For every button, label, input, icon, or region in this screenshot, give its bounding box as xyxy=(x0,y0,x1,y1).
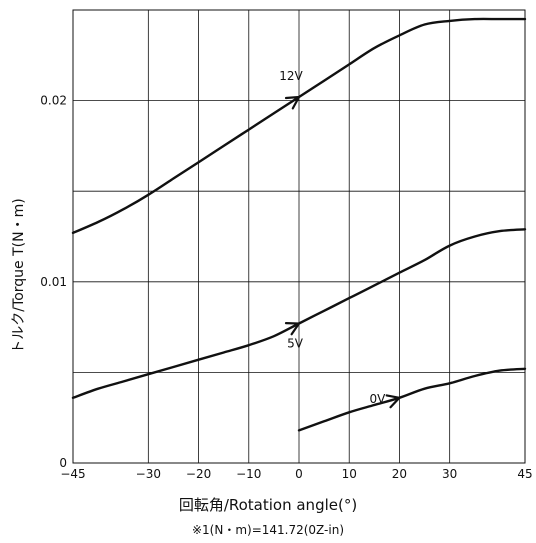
x-tick-label: 30 xyxy=(442,467,457,481)
x-axis-label: 回転角/Rotation angle(°) xyxy=(178,496,358,514)
x-tick-label: −45 xyxy=(60,467,85,481)
x-tick-label: 0 xyxy=(295,467,303,481)
tick-labels: −45 −30 −20 −10 0 10 20 30 45 0 0.01 0.02 xyxy=(40,94,532,481)
direction-arrow-0V xyxy=(385,394,402,409)
x-tick-label: −30 xyxy=(136,467,161,481)
y-tick-label: 0 xyxy=(59,456,67,470)
x-tick-label: 10 xyxy=(342,467,357,481)
x-tick-label: −10 xyxy=(236,467,261,481)
plot-frame xyxy=(72,9,526,464)
x-tick-label: 20 xyxy=(392,467,407,481)
series-line-0V xyxy=(297,367,527,432)
direction-arrow-5V xyxy=(284,322,302,336)
series-label-5V: 5V xyxy=(287,336,304,350)
direction-arrow-12V xyxy=(284,95,301,110)
y-tick-label: 0.02 xyxy=(40,94,67,108)
grid xyxy=(73,10,525,463)
curves: 12V 5V 0V xyxy=(71,17,527,432)
y-tick-label: 0.01 xyxy=(40,275,67,289)
series-label-0V: 0V xyxy=(370,392,387,406)
y-axis-label: トルク/Torque T(N・m) xyxy=(11,198,27,354)
x-tick-label: −20 xyxy=(186,467,211,481)
series-label-12V: 12V xyxy=(279,69,303,83)
unit-conversion-note: ※1(N・m)=141.72(0Z-in) xyxy=(191,523,345,537)
x-tick-label: 45 xyxy=(517,467,532,481)
